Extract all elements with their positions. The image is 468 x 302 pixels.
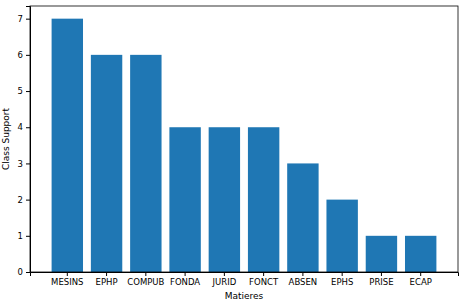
y-tick: 0 <box>18 267 30 277</box>
y-tick-label: 0 <box>18 267 23 277</box>
y-tick: 1 <box>18 231 30 241</box>
x-tick-mark <box>67 272 68 276</box>
bar <box>209 127 240 272</box>
frame <box>30 6 458 272</box>
y-tick-label: 2 <box>18 195 23 205</box>
bar <box>326 200 357 272</box>
x-axis-title: Matieres <box>225 291 264 301</box>
x-tick-label: COMPUB <box>127 277 164 287</box>
x-tick: JURID <box>212 272 237 287</box>
x-tick: COMPUB <box>127 272 164 287</box>
y-axis: 0 1 2 3 4 5 6 7 <box>18 7 31 278</box>
y-tick: 5 <box>18 86 30 96</box>
x-tick-mark <box>145 272 146 276</box>
x-tick: EPHS <box>331 272 353 287</box>
x-tick-mark <box>263 272 264 276</box>
y-tick: 7 <box>18 14 30 24</box>
x-tick: EPHP <box>96 272 118 287</box>
x-tick-label: MESINS <box>51 277 83 287</box>
y-tick-label: 7 <box>18 14 23 24</box>
bar <box>169 127 200 272</box>
x-tick-label: FONCT <box>249 277 279 287</box>
y-tick-mark <box>26 91 30 92</box>
chart: MESINS EPHP COMPUB FONDA JURID FONCT ABSEN EPHS… <box>0 0 468 302</box>
x-tick-mark <box>420 272 421 276</box>
x-tick-mark <box>381 272 382 276</box>
bar <box>91 55 122 272</box>
x-tick: ABSEN <box>289 272 318 287</box>
y-tick-label: 5 <box>18 86 23 96</box>
plot: MESINS EPHP COMPUB FONDA JURID FONCT ABSEN EPHS… <box>18 6 459 287</box>
x-tick-mark <box>302 272 303 276</box>
x-tick-label: EPHS <box>331 277 353 287</box>
x-tick-label: JURID <box>212 277 237 287</box>
y-tick: 3 <box>18 159 30 169</box>
x-axis: MESINS EPHP COMPUB FONDA JURID FONCT ABSEN EPHS… <box>31 272 459 287</box>
x-tick-label: ECAP <box>410 277 432 287</box>
y-axis-line <box>26 7 31 273</box>
y-tick-mark <box>26 127 30 128</box>
x-axis-line <box>31 273 459 277</box>
x-tick-label: EPHP <box>96 277 118 287</box>
x-tick: FONCT <box>249 272 279 287</box>
y-tick: 2 <box>18 195 30 205</box>
x-tick-mark <box>185 272 186 276</box>
y-tick-label: 4 <box>18 122 23 132</box>
x-tick-label: FONDA <box>170 277 200 287</box>
y-tick-label: 6 <box>18 50 23 60</box>
x-tick-mark <box>106 272 107 276</box>
bar <box>248 127 279 272</box>
bar <box>130 55 161 272</box>
x-tick: ECAP <box>410 272 432 287</box>
x-tick-mark <box>342 272 343 276</box>
x-tick: FONDA <box>170 272 200 287</box>
bars <box>52 19 437 272</box>
x-tick-label: ABSEN <box>289 277 318 287</box>
y-tick-label: 3 <box>18 159 23 169</box>
x-tick-label: PRISE <box>369 277 393 287</box>
y-tick-mark <box>26 163 30 164</box>
bar <box>52 19 83 272</box>
y-tick-mark <box>26 236 30 237</box>
x-tick: PRISE <box>369 272 393 287</box>
bar <box>366 236 397 272</box>
y-tick: 6 <box>18 50 30 60</box>
y-tick: 4 <box>18 122 30 132</box>
y-axis-title: Class Support <box>1 107 11 170</box>
bar <box>287 163 318 272</box>
y-tick-label: 1 <box>18 231 23 241</box>
y-tick-mark <box>26 272 30 273</box>
y-tick-mark <box>26 55 30 56</box>
bar <box>405 236 436 272</box>
y-tick-mark <box>26 200 30 201</box>
y-tick-mark <box>26 19 30 20</box>
x-tick-mark <box>224 272 225 276</box>
x-tick: MESINS <box>51 272 83 287</box>
